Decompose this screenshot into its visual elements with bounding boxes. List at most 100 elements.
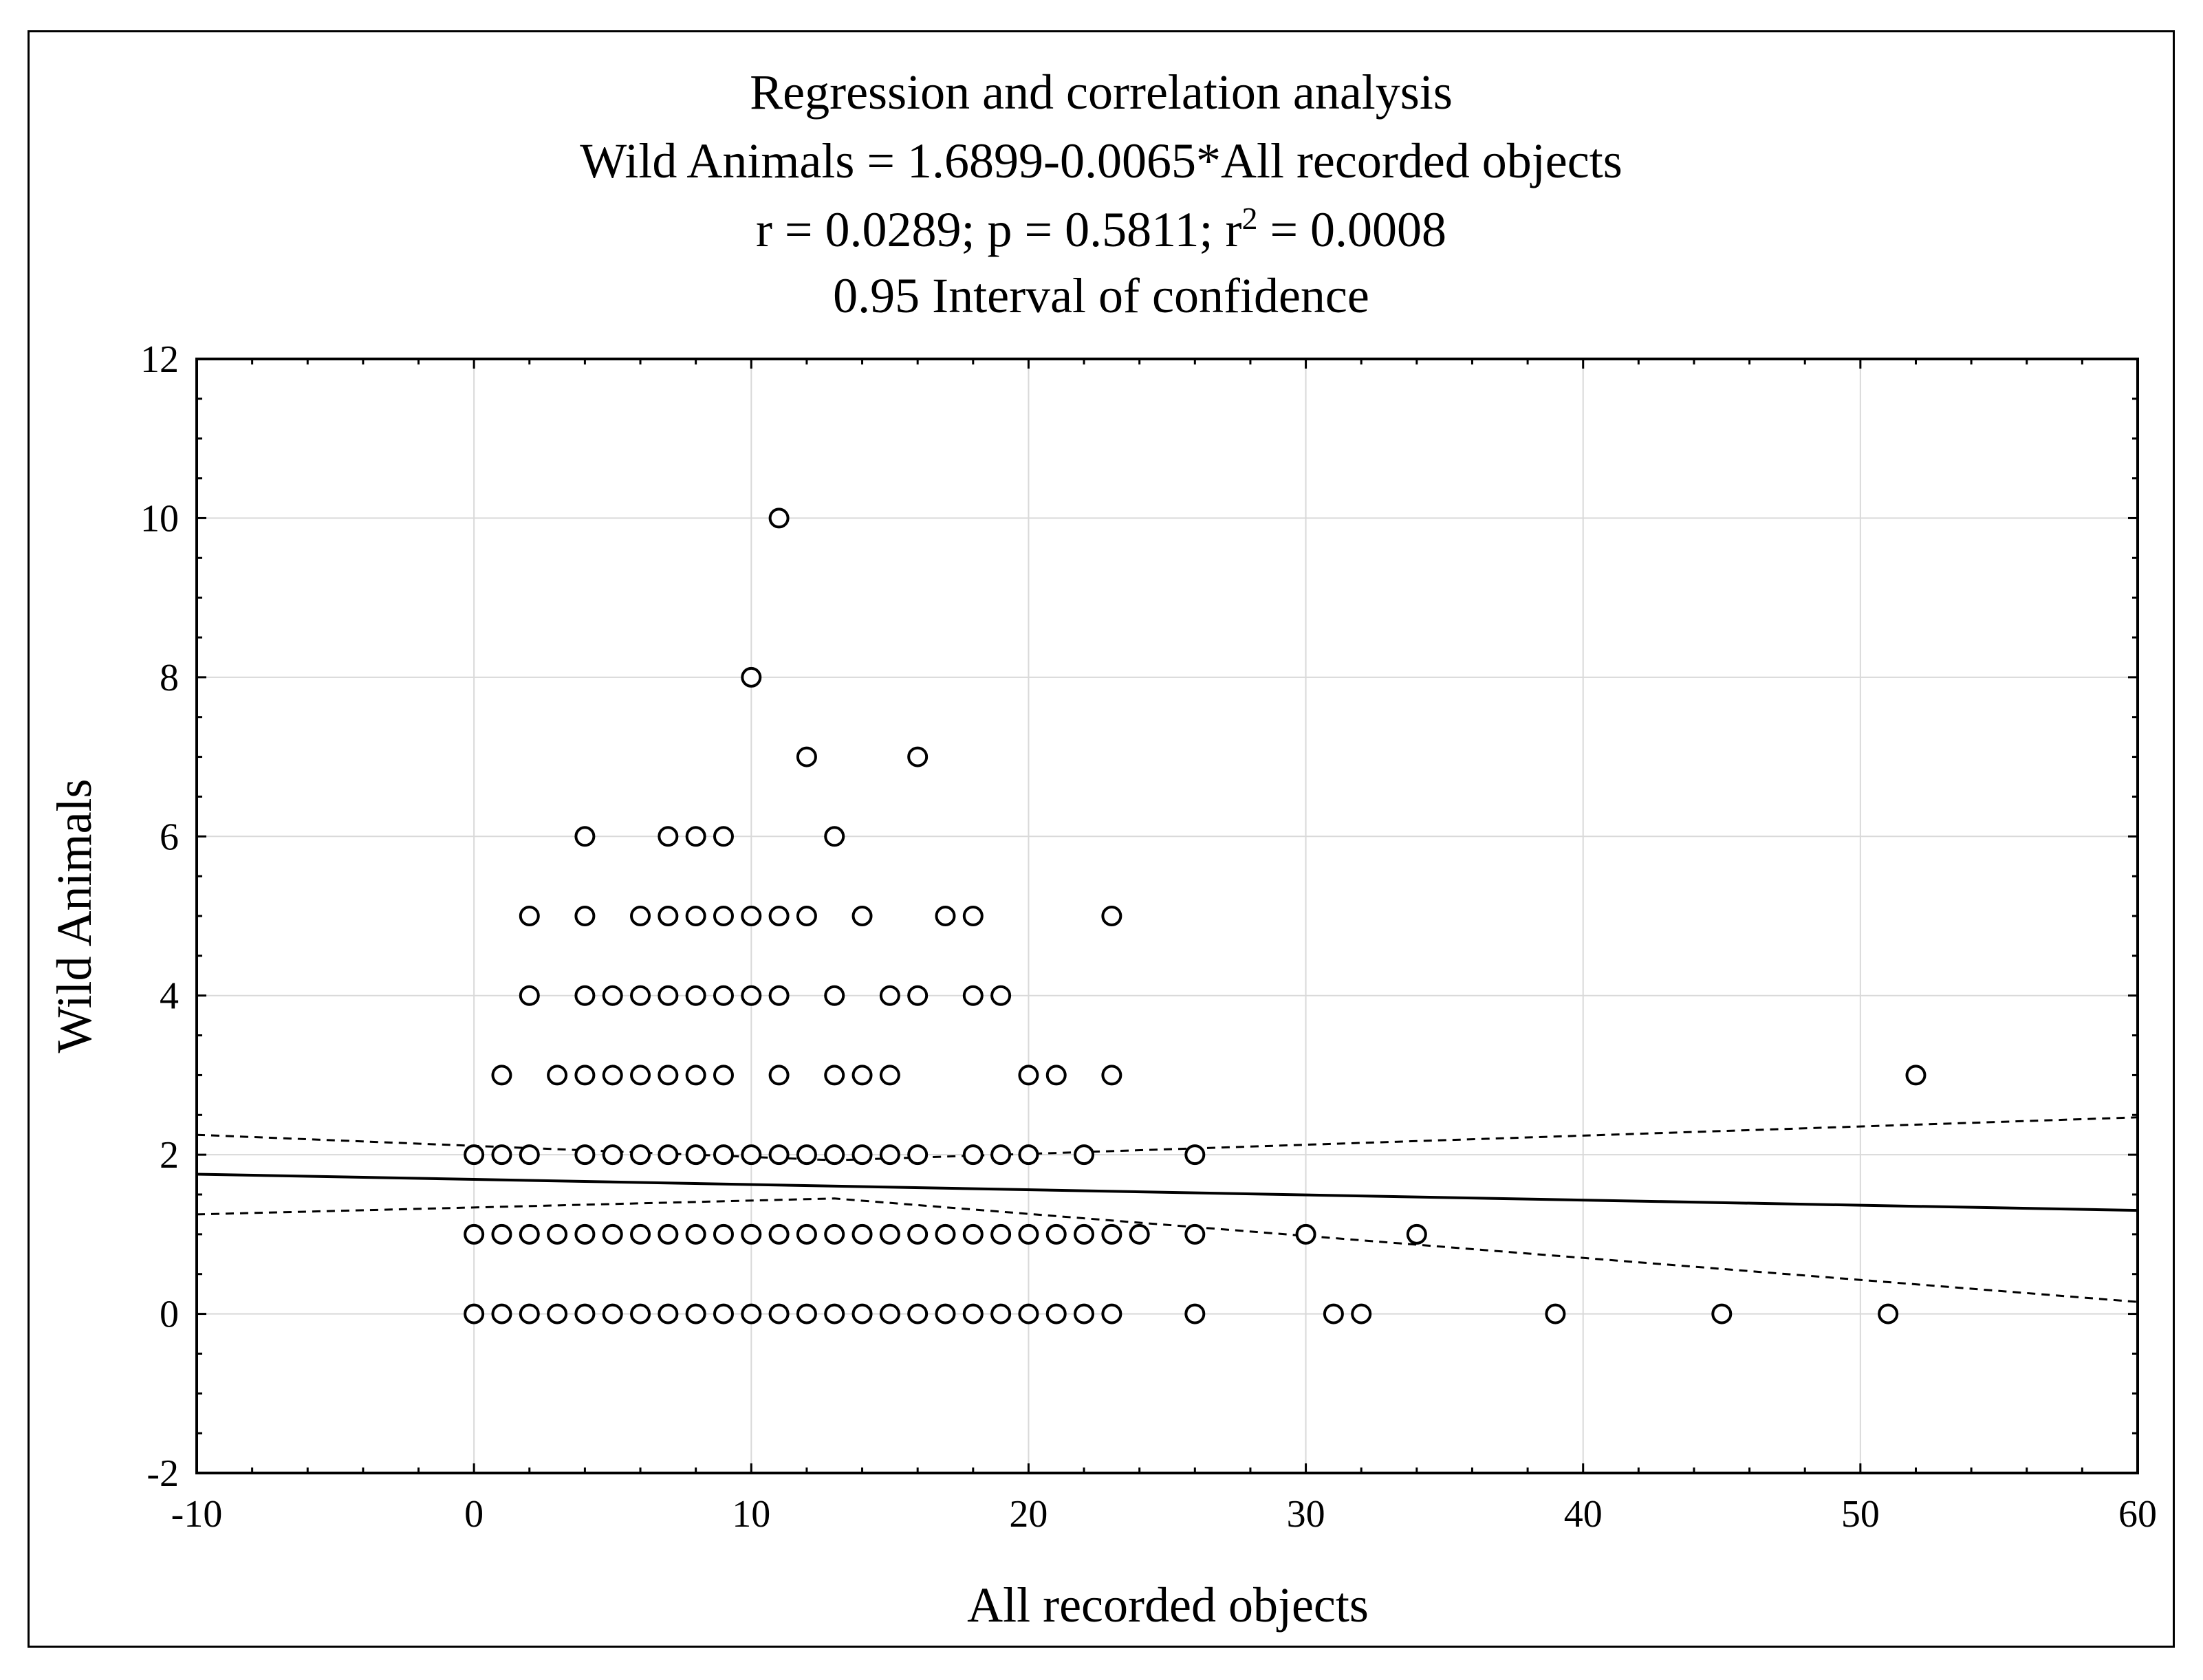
chart-frame xyxy=(28,30,2175,1648)
regression-line xyxy=(196,1172,2138,1212)
data-point xyxy=(879,1223,900,1245)
data-point xyxy=(1018,1223,1039,1245)
data-point xyxy=(768,1303,790,1324)
data-point xyxy=(1184,1223,1206,1245)
data-point xyxy=(851,1303,873,1324)
x-tick-label: 50 xyxy=(1841,1493,1880,1536)
data-point xyxy=(796,746,817,767)
y-axis-title: Wild Animals xyxy=(47,778,102,1053)
data-point xyxy=(796,906,817,926)
data-point xyxy=(602,1223,623,1245)
data-point xyxy=(1406,1223,1427,1245)
data-point xyxy=(602,1144,623,1166)
data-point xyxy=(519,1223,540,1245)
stats-r-p: r = 0.0289; p = 0.5811; r xyxy=(756,202,1242,257)
data-point xyxy=(658,1303,679,1324)
data-point xyxy=(879,1303,900,1324)
plot-border xyxy=(195,358,2139,1474)
data-point xyxy=(685,1065,706,1086)
confidence-label: 0.95 Interval of confidence xyxy=(833,268,1369,323)
data-point xyxy=(713,985,734,1006)
data-point xyxy=(851,1223,873,1245)
confidence-band-lower xyxy=(196,1197,2138,1303)
y-tick-label: 6 xyxy=(160,816,179,858)
x-tick-label: 0 xyxy=(464,1493,484,1536)
data-point xyxy=(713,1065,734,1086)
x-tick-label: -10 xyxy=(171,1493,223,1536)
data-point xyxy=(741,985,762,1006)
data-point xyxy=(907,1303,929,1324)
x-tick-label: 40 xyxy=(1564,1493,1603,1536)
data-point xyxy=(824,1303,845,1324)
data-point xyxy=(768,985,790,1006)
data-point xyxy=(990,1303,1012,1324)
data-point xyxy=(1878,1303,1899,1324)
data-point xyxy=(658,1223,679,1245)
data-point xyxy=(907,1144,929,1166)
data-point xyxy=(491,1223,512,1245)
regression-line-layer xyxy=(196,1172,2138,1212)
data-point xyxy=(602,985,623,1006)
data-point xyxy=(1545,1303,1566,1324)
data-point xyxy=(519,1303,540,1324)
data-point xyxy=(768,508,790,529)
data-point xyxy=(1074,1303,1095,1324)
x-tick-label: 60 xyxy=(2118,1493,2157,1536)
data-point xyxy=(796,1303,817,1324)
data-point xyxy=(1129,1223,1150,1245)
data-point xyxy=(464,1303,485,1324)
stats-r2-superscript: 2 xyxy=(1241,201,1257,236)
data-point xyxy=(990,1144,1012,1166)
data-point xyxy=(685,826,706,847)
data-point xyxy=(630,1303,651,1324)
data-point xyxy=(630,1144,651,1166)
data-point xyxy=(879,985,900,1006)
data-point xyxy=(630,985,651,1006)
data-point xyxy=(547,1065,568,1086)
data-point xyxy=(824,1223,845,1245)
y-tick-label: 0 xyxy=(160,1294,179,1336)
data-point xyxy=(1711,1303,1733,1324)
data-point xyxy=(1045,1223,1067,1245)
data-point xyxy=(935,1223,956,1245)
data-point xyxy=(1101,1065,1122,1086)
data-point xyxy=(1018,1303,1039,1324)
data-point xyxy=(768,1065,790,1086)
data-point xyxy=(962,1223,984,1245)
data-point xyxy=(824,826,845,847)
y-tick-label: 10 xyxy=(140,497,179,540)
data-point xyxy=(962,1303,984,1324)
data-point xyxy=(519,1144,540,1166)
data-point xyxy=(935,906,956,926)
data-point xyxy=(1184,1144,1206,1166)
data-point xyxy=(935,1303,956,1324)
data-point xyxy=(547,1303,568,1324)
data-point xyxy=(713,906,734,926)
data-point xyxy=(851,906,873,926)
data-point xyxy=(990,1223,1012,1245)
data-point xyxy=(796,1144,817,1166)
y-tick-label: 8 xyxy=(160,657,179,699)
data-point xyxy=(1905,1065,1927,1086)
data-point xyxy=(464,1223,485,1245)
data-point xyxy=(685,985,706,1006)
data-point xyxy=(1101,1223,1122,1245)
data-point xyxy=(907,1223,929,1245)
y-tick-label: 12 xyxy=(140,338,179,381)
data-point xyxy=(519,985,540,1006)
data-point xyxy=(630,906,651,926)
data-point xyxy=(1074,1223,1095,1245)
data-point xyxy=(630,1065,651,1086)
data-point xyxy=(574,1303,596,1324)
data-point xyxy=(1074,1144,1095,1166)
data-point xyxy=(658,1144,679,1166)
data-point xyxy=(574,1144,596,1166)
x-tick-label: 10 xyxy=(732,1493,770,1536)
data-point xyxy=(741,1223,762,1245)
chart-title: Regression and correlation analysis xyxy=(750,65,1453,120)
data-point xyxy=(713,826,734,847)
data-point xyxy=(851,1144,873,1166)
data-point xyxy=(713,1144,734,1166)
grid-layer xyxy=(197,359,2138,1473)
